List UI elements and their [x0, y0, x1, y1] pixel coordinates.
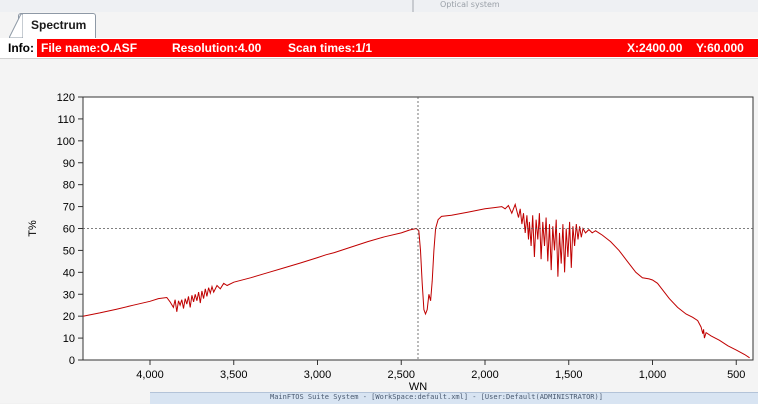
y-tick-label: 20: [63, 311, 75, 323]
x-axis: 4,000 3,500 3,000 2,500 2,000 1,500 1,000 500: [136, 360, 745, 381]
y-tick-label: 40: [63, 267, 75, 279]
scan-times: Scan times:1/1: [288, 41, 373, 55]
y-tick-label: 30: [63, 289, 75, 301]
plot-area[interactable]: [82, 96, 754, 361]
cursor-y-readout: Y:60.000: [696, 41, 744, 55]
y-tick-label: 120: [57, 92, 75, 104]
x-tick-label: 500: [727, 369, 745, 381]
y-tick-label: 10: [63, 333, 75, 345]
y-tick-label: 110: [57, 114, 75, 126]
status-text: MainFTOS Suite System - [WorkSpace:defau…: [270, 393, 603, 401]
x-tick-label: 2,000: [471, 369, 499, 381]
y-axis-title: T%: [27, 220, 39, 237]
y-tick-label: 60: [63, 224, 75, 236]
y-tick-label: 70: [63, 202, 75, 214]
y-tick-label: 80: [63, 180, 75, 192]
tab-label: Spectrum: [31, 18, 87, 32]
x-axis-title: WN: [409, 381, 427, 393]
tab-slant-edge: [9, 14, 23, 38]
y-axis: 0 10 20 30 40 50 60 70 80 90 100 110 120: [57, 92, 83, 367]
info-bar: Info: File name:O.ASF Resolution:4.00 Sc…: [0, 38, 758, 59]
spectrum-trace: [82, 202, 750, 359]
window-splitter[interactable]: [412, 0, 414, 14]
x-tick-label: 3,000: [304, 369, 332, 381]
status-bar: MainFTOS Suite System - [WorkSpace:defau…: [150, 392, 758, 404]
resolution: Resolution:4.00: [172, 41, 262, 55]
info-label: Info:: [8, 41, 34, 55]
x-tick-label: 4,000: [136, 369, 164, 381]
background-window-title: Optical system: [440, 0, 500, 9]
x-tick-label: 2,500: [387, 369, 415, 381]
spectrum-plot-panel[interactable]: 0 10 20 30 40 50 60 70 80 90 100 110 120 4,000 3,500 3…: [0, 59, 758, 403]
tab-spectrum[interactable]: Spectrum: [9, 13, 96, 38]
y-tick-label: 0: [69, 355, 75, 367]
tab-strip: Spectrum: [0, 12, 758, 39]
y-tick-label: 100: [57, 136, 75, 148]
file-name: File name:O.ASF: [41, 41, 138, 55]
info-panel: File name:O.ASF Resolution:4.00 Scan tim…: [37, 39, 758, 57]
x-tick-label: 1,500: [555, 369, 583, 381]
top-window-strip: Optical system: [0, 0, 758, 14]
spectrum-chart[interactable]: 0 10 20 30 40 50 60 70 80 90 100 110 120 4,000 3,500 3…: [0, 59, 758, 403]
y-tick-label: 90: [63, 158, 75, 170]
cursor-x-readout: X:2400.00: [627, 41, 683, 55]
x-tick-label: 3,500: [220, 369, 248, 381]
x-tick-label: 1,000: [639, 369, 667, 381]
y-tick-label: 50: [63, 245, 75, 257]
